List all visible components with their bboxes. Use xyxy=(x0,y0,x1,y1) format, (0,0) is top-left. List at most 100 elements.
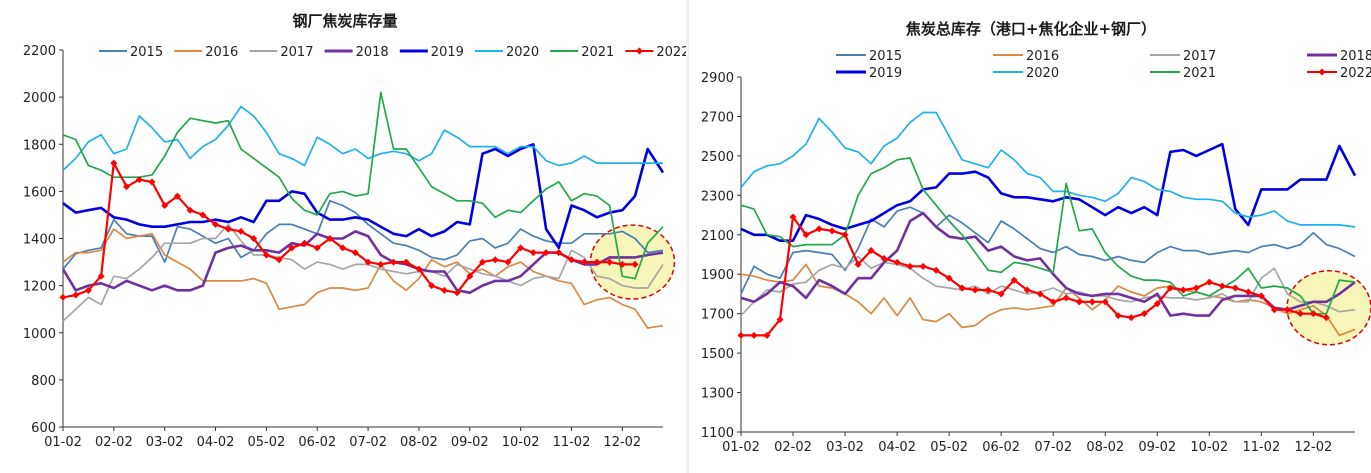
series-2018 xyxy=(740,211,1356,317)
series-marker-2022 xyxy=(984,286,992,294)
series-marker-2022 xyxy=(84,286,92,294)
series-2015 xyxy=(740,206,1356,295)
series-marker-2022 xyxy=(1205,278,1213,286)
legend-label-2022: 2022 xyxy=(656,45,686,60)
series-line-2022 xyxy=(741,215,1327,337)
left-chart-panel: 钢厂焦炭库存量 600 800 1000 1200 1400 1600 1800 2000 220… xyxy=(22,12,686,450)
series-marker-2022 xyxy=(997,290,1005,298)
panel-divider xyxy=(686,0,689,473)
x-tick-label: 09-02 xyxy=(451,435,489,450)
y-tick-label: 600 xyxy=(31,421,56,436)
series-marker-2022 xyxy=(237,227,245,235)
series-marker-2022 xyxy=(593,258,601,266)
series-marker-2022 xyxy=(1322,314,1330,322)
x-tick-label: 10-02 xyxy=(502,435,540,450)
x-tick-label: 01-02 xyxy=(722,440,760,455)
series-marker-2022 xyxy=(377,260,385,268)
y-tick-label: 2200 xyxy=(23,44,56,59)
series-marker-2022 xyxy=(867,247,875,255)
x-tick-label: 06-02 xyxy=(298,435,336,450)
y-tick-label: 1500 xyxy=(701,347,734,362)
series-marker-2022 xyxy=(737,331,745,339)
x-tick-label: 07-02 xyxy=(349,435,387,450)
x-tick-label: 07-02 xyxy=(1034,440,1072,455)
series-marker-2022 xyxy=(428,282,436,290)
series-marker-2022 xyxy=(97,272,105,280)
series-2019 xyxy=(62,143,665,250)
x-tick-label: 02-02 xyxy=(95,435,133,450)
series-marker-2022 xyxy=(161,202,169,210)
series-marker-2022 xyxy=(932,266,940,274)
series-marker-2022 xyxy=(262,251,270,259)
series-marker-2022 xyxy=(326,235,334,242)
x-tick-label: 08-02 xyxy=(400,435,438,450)
series-marker-2022 xyxy=(364,258,372,266)
series-marker-2022 xyxy=(517,244,525,252)
x-tick-label: 06-02 xyxy=(982,440,1020,455)
series-marker-2022 xyxy=(110,159,118,167)
x-tick-label: 11-02 xyxy=(1242,440,1280,455)
legend-marker-2022 xyxy=(1318,68,1326,76)
series-marker-2022 xyxy=(212,220,220,228)
legend-label-2022: 2022 xyxy=(1340,66,1371,81)
series-marker-2022 xyxy=(1023,286,1031,294)
series-marker-2022 xyxy=(958,284,966,292)
series-marker-2022 xyxy=(402,258,410,266)
x-tick-label: 10-02 xyxy=(1190,440,1228,455)
series-line-2015 xyxy=(740,206,1356,295)
series-marker-2022 xyxy=(919,262,927,270)
series-marker-2022 xyxy=(618,260,626,268)
series-marker-2022 xyxy=(1088,298,1096,306)
series-marker-2022 xyxy=(250,235,258,242)
series-marker-2022 xyxy=(580,258,588,266)
y-tick-label: 1800 xyxy=(23,138,56,153)
y-tick-label: 2300 xyxy=(701,189,734,204)
series-marker-2022 xyxy=(1166,284,1174,292)
y-tick-label: 1300 xyxy=(701,387,734,402)
series-marker-2022 xyxy=(893,258,901,266)
series-marker-2022 xyxy=(828,227,836,235)
series-marker-2022 xyxy=(529,249,537,257)
legend-label-2016: 2016 xyxy=(1026,49,1059,64)
series-2018 xyxy=(61,230,664,295)
series-marker-2022 xyxy=(971,286,979,294)
legend-label-2018: 2018 xyxy=(356,45,389,60)
series-marker-2022 xyxy=(1036,290,1044,298)
x-tick-label: 11-02 xyxy=(553,435,591,450)
series-marker-2022 xyxy=(224,225,232,233)
series-marker-2022 xyxy=(776,316,784,324)
series-marker-2022 xyxy=(123,183,131,191)
series-marker-2022 xyxy=(1218,282,1226,290)
series-2019 xyxy=(740,142,1357,242)
series-line-2018 xyxy=(61,230,664,295)
series-marker-2022 xyxy=(555,249,563,257)
series-line-2020 xyxy=(740,111,1356,228)
series-marker-2022 xyxy=(466,272,474,280)
series-marker-2022 xyxy=(148,178,156,186)
series-marker-2022 xyxy=(351,249,359,257)
series-2022 xyxy=(737,213,1330,339)
series-marker-2022 xyxy=(313,244,321,252)
y-tick-label: 1600 xyxy=(23,185,56,200)
series-marker-2022 xyxy=(841,231,849,239)
legend-label-2021: 2021 xyxy=(1183,66,1216,81)
series-marker-2022 xyxy=(1270,306,1278,314)
series-marker-2022 xyxy=(1140,310,1148,318)
series-2017 xyxy=(62,223,664,322)
x-tick-label: 03-02 xyxy=(146,435,184,450)
series-marker-2022 xyxy=(478,258,486,266)
series-2017 xyxy=(740,255,1356,317)
series-marker-2022 xyxy=(173,192,181,200)
x-tick-label: 04-02 xyxy=(197,435,235,450)
series-marker-2022 xyxy=(789,213,797,221)
series-2016 xyxy=(62,228,664,329)
series-marker-2022 xyxy=(1257,292,1265,300)
series-marker-2022 xyxy=(567,256,575,264)
y-tick-label: 1200 xyxy=(23,280,56,295)
legend-label-2018: 2018 xyxy=(1340,49,1371,64)
legend-label-2016: 2016 xyxy=(205,45,238,60)
right-chart-panel: 焦炭总库存（港口+焦化企业+钢厂） 1100 1300 1500 1700 1900 210… xyxy=(689,0,1371,473)
series-line-2017 xyxy=(62,223,664,322)
series-marker-2022 xyxy=(1296,310,1304,318)
y-tick-label: 1700 xyxy=(701,308,734,323)
